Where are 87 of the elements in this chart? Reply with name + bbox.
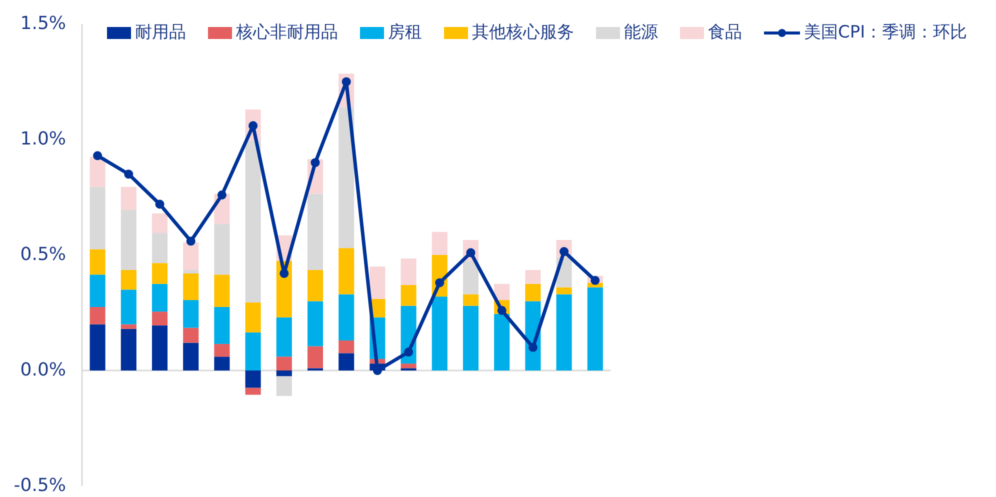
bar [120, 324, 136, 329]
bar [214, 306, 230, 344]
bar [152, 233, 168, 264]
bar [183, 300, 199, 328]
point [155, 200, 164, 209]
y-tick-label: 1.0% [20, 128, 66, 150]
bar [120, 290, 136, 324]
bar [338, 107, 354, 248]
point [217, 190, 226, 200]
point [186, 236, 196, 246]
bar [120, 186, 136, 210]
bar [307, 301, 324, 346]
bar [152, 312, 168, 326]
bar [90, 274, 106, 307]
bar [338, 353, 354, 370]
bar [400, 258, 416, 286]
bar [120, 210, 136, 270]
bar [152, 213, 168, 234]
bar [152, 284, 168, 312]
y-tick-label: 0.0% [20, 359, 66, 380]
bar [462, 294, 479, 306]
bar [183, 270, 199, 274]
bar [90, 156, 106, 187]
bar [183, 328, 199, 343]
bar [494, 314, 510, 370]
bar [556, 294, 572, 370]
bar [245, 370, 261, 388]
bar [90, 186, 106, 250]
point [590, 276, 600, 285]
bar [276, 370, 292, 376]
point [528, 342, 538, 352]
point [342, 77, 351, 86]
bar [214, 224, 230, 275]
bar [90, 306, 106, 324]
bar [214, 274, 230, 307]
bar [525, 270, 541, 284]
bar [276, 317, 292, 357]
legend-label: 美国CPI：季调：环比 [804, 22, 968, 43]
point [310, 158, 320, 168]
point [124, 170, 134, 179]
point [404, 348, 414, 357]
bar [494, 284, 510, 300]
bar [214, 356, 230, 370]
legend-label: 房租 [388, 22, 422, 43]
bar [276, 376, 292, 396]
bar [90, 249, 106, 275]
y-tick-label: -0.5% [14, 474, 66, 496]
bar [307, 346, 324, 368]
legend-label: 耐用品 [135, 22, 186, 43]
point [280, 268, 289, 278]
bar [245, 388, 261, 395]
bar [183, 273, 199, 300]
bar [338, 340, 354, 354]
bar [152, 325, 168, 370]
bar [370, 266, 386, 299]
legend-label: 能源 [624, 22, 658, 43]
bar [183, 242, 199, 270]
bar [400, 285, 416, 306]
point [93, 151, 102, 160]
bar [462, 260, 479, 294]
bar [120, 328, 136, 370]
bar [587, 287, 603, 370]
y-tick-label: 0.5% [20, 244, 66, 265]
bar [120, 270, 136, 290]
bar [183, 342, 199, 370]
bar [432, 232, 448, 255]
bar [338, 294, 354, 340]
y-tick-label: 1.5% [20, 12, 66, 34]
bar [245, 332, 261, 370]
bar [556, 287, 572, 294]
bar [276, 356, 292, 370]
bar [245, 302, 261, 332]
bar [152, 263, 168, 284]
bar [307, 270, 324, 302]
bar [462, 306, 479, 370]
bar [214, 344, 230, 357]
bar [338, 248, 354, 294]
point [435, 278, 444, 288]
bar [432, 296, 448, 370]
legend-label: 核心非耐用品 [235, 22, 338, 43]
bar [307, 194, 324, 270]
legend-label: 食品 [708, 22, 742, 43]
bar [400, 364, 416, 368]
bar [525, 284, 541, 302]
bar [90, 324, 106, 370]
bar [245, 140, 261, 302]
legend-label: 其他核心服务 [472, 22, 574, 43]
